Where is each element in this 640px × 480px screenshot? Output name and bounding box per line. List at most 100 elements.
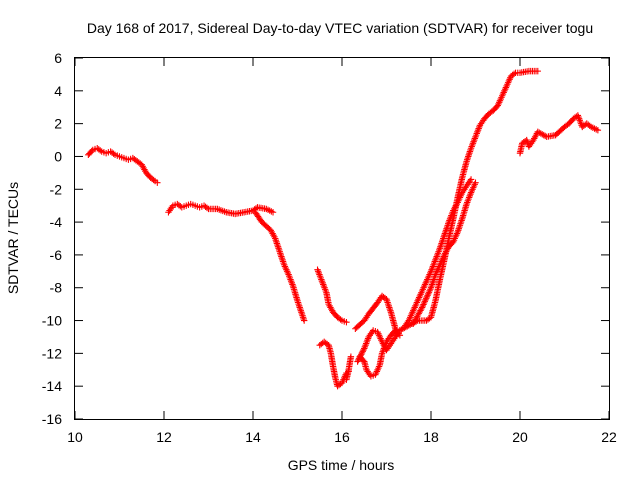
data-point xyxy=(275,246,283,254)
data-point xyxy=(274,243,282,250)
data-point xyxy=(337,316,344,323)
data-point xyxy=(510,70,518,78)
y-tick-label: -6 xyxy=(50,247,63,263)
y-tick-label: -4 xyxy=(50,214,63,230)
data-point xyxy=(423,295,430,302)
y-tick-label: 0 xyxy=(54,148,62,164)
data-point xyxy=(277,251,285,259)
y-tick-label: -14 xyxy=(42,378,62,394)
series-11 xyxy=(401,176,475,331)
data-point xyxy=(439,236,446,244)
y-tick-label: 6 xyxy=(54,50,62,66)
data-point xyxy=(295,300,302,308)
data-point xyxy=(425,289,433,296)
data-point xyxy=(441,232,448,239)
data-point xyxy=(277,250,284,257)
data-point xyxy=(466,149,473,157)
chart-title: Day 168 of 2017, Sidereal Day-to-day VTE… xyxy=(87,20,593,36)
data-point xyxy=(358,349,366,357)
data-point xyxy=(419,302,426,310)
x-tick-label: 10 xyxy=(67,429,83,445)
data-point xyxy=(387,307,394,314)
data-point xyxy=(422,296,429,304)
data-point xyxy=(154,179,161,186)
data-point xyxy=(97,147,104,154)
plot-frame xyxy=(74,57,610,420)
data-point xyxy=(425,290,432,297)
data-point xyxy=(297,307,305,314)
data-point xyxy=(443,223,451,231)
data-point xyxy=(275,245,282,252)
data-point xyxy=(457,220,464,227)
y-tick-label: -2 xyxy=(50,181,63,197)
y-axis-label: SDTVAR / TECUs xyxy=(5,182,21,294)
data-point xyxy=(423,293,431,301)
data-point xyxy=(300,317,308,324)
data-point xyxy=(299,312,306,319)
data-point xyxy=(472,179,479,186)
data-point xyxy=(274,241,281,249)
data-point xyxy=(384,300,392,308)
data-point xyxy=(386,304,393,311)
data-point xyxy=(440,235,447,242)
x-tick-label: 20 xyxy=(512,429,528,445)
data-point xyxy=(426,287,433,294)
data-point xyxy=(464,154,471,162)
data-point xyxy=(150,176,157,184)
data-point xyxy=(441,230,449,237)
series-4 xyxy=(314,266,350,326)
data-point xyxy=(360,346,367,354)
data-point xyxy=(438,240,445,247)
x-tick-label: 14 xyxy=(245,429,261,445)
data-point xyxy=(427,286,434,293)
data-point xyxy=(273,240,281,247)
data-point xyxy=(295,302,303,309)
data-point xyxy=(296,304,303,311)
data-point xyxy=(463,158,470,165)
series-13 xyxy=(516,112,602,157)
data-point xyxy=(294,297,301,305)
data-point xyxy=(279,256,286,264)
data-point xyxy=(300,315,307,323)
series-1 xyxy=(85,145,161,186)
data-point xyxy=(465,153,472,160)
series-3 xyxy=(252,209,308,324)
data-point xyxy=(354,358,361,365)
data-point xyxy=(386,305,394,313)
data-point xyxy=(418,304,426,311)
data-point xyxy=(420,299,428,307)
data-point xyxy=(110,150,117,157)
data-point xyxy=(421,298,429,305)
data-point xyxy=(456,223,463,231)
y-tick-label: -8 xyxy=(50,280,63,296)
data-point xyxy=(463,156,471,163)
x-tick-label: 12 xyxy=(156,429,172,445)
series-12 xyxy=(410,179,479,328)
series-6 xyxy=(343,353,355,383)
data-point xyxy=(438,238,446,245)
data-point xyxy=(442,228,449,236)
data-point xyxy=(299,314,307,321)
series-9 xyxy=(356,327,399,380)
y-tick-label: -12 xyxy=(42,345,62,361)
data-point xyxy=(203,204,211,212)
series-2 xyxy=(165,200,277,218)
data-point xyxy=(278,254,286,262)
data-point xyxy=(457,218,465,226)
data-point xyxy=(442,227,450,234)
data-point xyxy=(391,328,398,335)
data-point xyxy=(456,222,464,229)
data-point xyxy=(594,127,602,134)
data-point xyxy=(420,301,427,308)
data-point xyxy=(424,292,431,299)
y-tick-label: 4 xyxy=(54,83,62,99)
data-points xyxy=(85,67,602,390)
data-point xyxy=(430,277,437,285)
data-point xyxy=(534,67,541,75)
data-point xyxy=(298,310,306,318)
data-point xyxy=(294,299,302,306)
data-point xyxy=(88,147,95,155)
data-point xyxy=(276,248,283,255)
